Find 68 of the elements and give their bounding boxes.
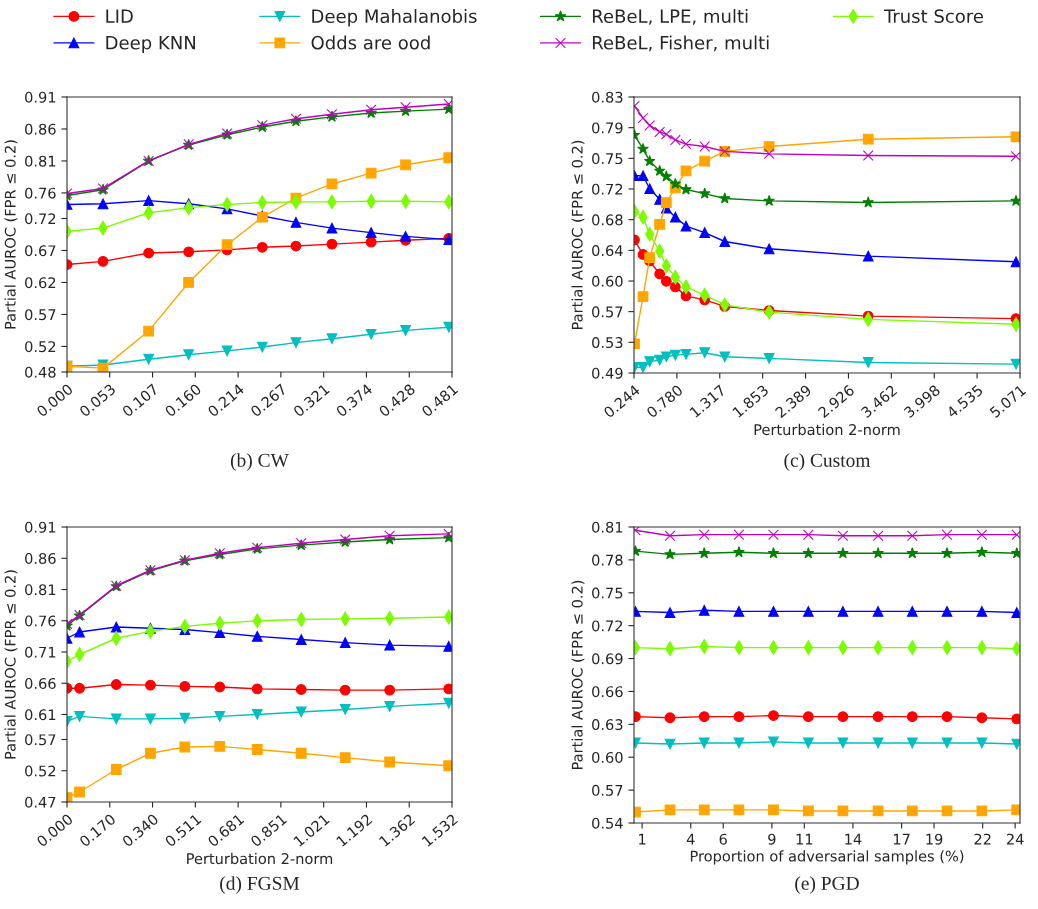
legend-label: Deep Mahalanobis [312,9,477,27]
y-tick-label: 0.66 [592,686,623,698]
y-tick-label: 0.61 [25,709,56,721]
x-tick-label: 24 [1006,833,1024,845]
y-tick-label: 0.60 [592,751,623,763]
legend-label: Trust Score [883,9,983,23]
y-tick-label: 0.52 [25,341,56,353]
y-tick-label: 0.72 [592,183,623,195]
text: (e) PGD [795,876,859,894]
y-tick-label: 0.47 [25,796,56,808]
y-tick-label: 0.62 [25,277,56,289]
y-tick-label: 0.75 [592,587,623,599]
y-tick-label: 0.63 [592,719,623,731]
x-tick-label: 11 [796,833,813,845]
y-tick-label: 0.57 [25,309,56,321]
y-tick-label: 0.86 [25,123,56,135]
text: (d) FGSM [220,876,300,894]
y-tick-label: 0.69 [592,653,623,665]
y-tick-label: 0.83 [592,91,623,103]
y-tick-label: 0.57 [25,734,56,746]
x-tick-label: 9 [768,833,776,845]
y-tick-label: 0.78 [592,554,623,566]
y-tick-label: 0.86 [25,552,56,564]
legend-label: Deep KNN [106,36,196,53]
x-axis-title: Perturbation 2-norm [187,852,333,865]
y-tick-label: 0.68 [592,214,623,226]
y-tick-label: 0.57 [592,784,623,796]
y-tick-label: 0.60 [592,275,623,287]
y-tick-label: 0.52 [25,765,56,777]
x-tick-label: 19 [926,833,943,845]
y-tick-label: 0.57 [592,306,623,318]
legend-label: LID [106,9,133,23]
x-tick-label: 14 [845,833,862,845]
y-tick-label: 0.48 [25,366,56,378]
x-tick-label: 6 [719,833,727,845]
legend-label: ReBeL, LPE, multi [592,9,748,25]
text: (b) CW [230,453,289,471]
y-tick-label: 0.54 [592,817,623,829]
x-axis-title: Perturbation 2-norm [754,423,900,436]
y-tick-label: 0.91 [25,91,56,103]
y-tick-label: 0.64 [592,245,623,257]
y-tick-label: 0.72 [25,213,56,225]
y-tick-label: 0.81 [25,155,56,167]
y-tick-label: 0.49 [592,367,623,379]
y-axis-title: Partial AUROC (FPR ≤ 0.2) [571,140,585,330]
legend-label: ReBeL, Fisher, multi [592,35,769,52]
x-tick-label: 4 [686,833,695,845]
y-axis-title: Partial AUROC (FPR ≤ 0.2) [571,580,585,770]
y-tick-label: 0.71 [25,646,56,658]
y-tick-label: 0.79 [592,122,623,134]
y-axis-title: Partial AUROC (FPR ≤ 0.2) [4,570,18,759]
y-tick-label: 0.75 [592,153,623,165]
x-axis-title: Proportion of adversarial samples (%) [690,850,964,865]
y-tick-label: 0.76 [25,615,56,627]
y-tick-label: 0.53 [592,337,623,349]
x-tick-label: 22 [974,833,991,845]
y-tick-label: 0.81 [25,584,56,596]
y-tick-label: 0.67 [25,245,56,257]
y-tick-label: 0.81 [592,521,623,533]
x-tick-label: 1 [639,833,646,845]
y-tick-label: 0.66 [25,677,56,689]
legend-label: Odds are ood [311,35,430,50]
y-tick-label: 0.72 [592,620,623,632]
text: (c) Custom [784,453,871,471]
x-tick-label: 17 [893,833,910,845]
y-tick-label: 0.91 [25,521,56,533]
y-axis-title: Partial AUROC (FPR ≤ 0.2) [4,140,18,329]
y-tick-label: 0.76 [25,187,56,199]
